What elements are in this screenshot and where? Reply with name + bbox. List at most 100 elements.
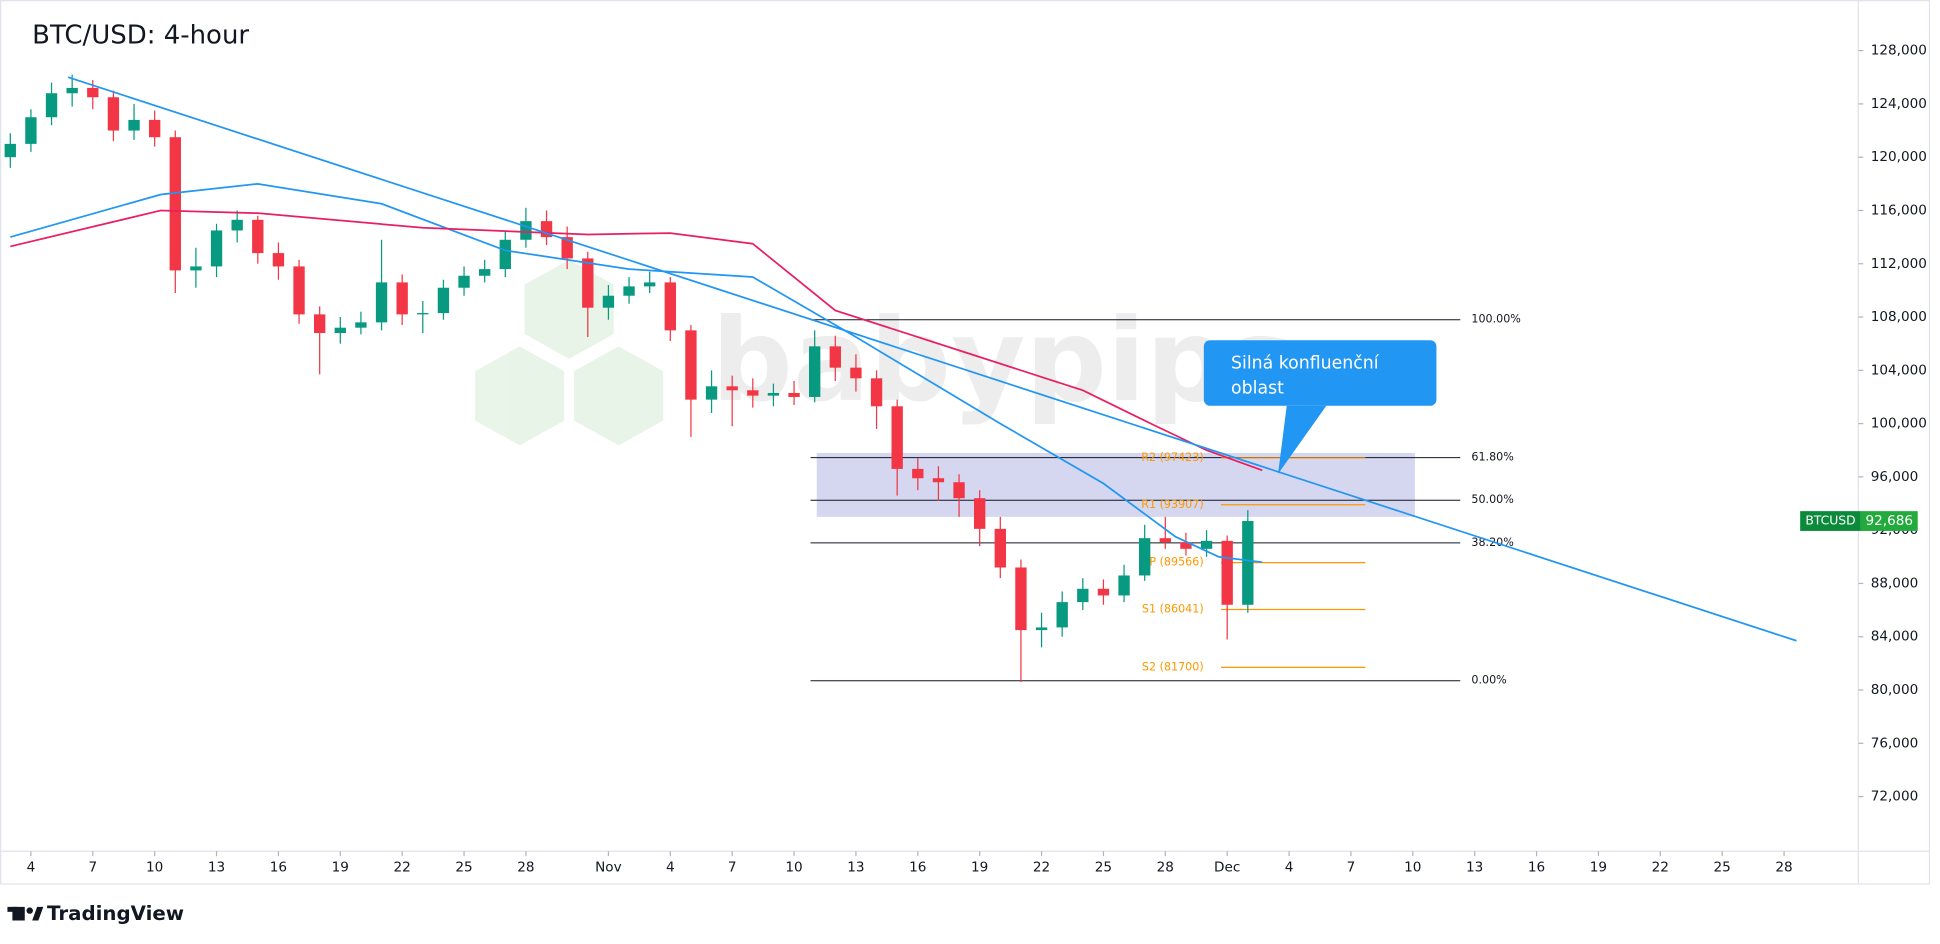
- x-tick-label: 4: [27, 859, 36, 875]
- x-tick-label: 4: [666, 859, 675, 875]
- y-tick-label: 128,000: [1871, 43, 1927, 59]
- pivot-label: S1 (86041): [1142, 603, 1204, 616]
- pivot-label: P (89566): [1149, 556, 1203, 569]
- chart-title: BTC/USD: 4-hour: [32, 20, 249, 50]
- candle-body: [479, 269, 491, 276]
- candle-body: [602, 295, 615, 308]
- price-tag-name: BTCUSD: [1805, 514, 1855, 528]
- fib-label: 100.00%: [1471, 313, 1521, 326]
- x-tick-label: 7: [1347, 859, 1356, 875]
- fib-label: 61.80%: [1471, 451, 1513, 464]
- price-tag-bg: [1860, 511, 1918, 531]
- candle-body: [4, 143, 16, 158]
- fib-label: 50.00%: [1471, 493, 1513, 506]
- price-tag-value: 92,686: [1865, 513, 1913, 529]
- candle-body: [148, 119, 161, 138]
- x-tick-label: 4: [1285, 859, 1294, 875]
- x-tick-label: 7: [728, 859, 737, 875]
- callout: Silná konfluenční oblast: [1203, 340, 1437, 474]
- candle-body: [520, 221, 532, 240]
- brand-mark: [32, 906, 44, 921]
- overlay-line: [67, 76, 1797, 642]
- pivot-label: S2 (81700): [1142, 660, 1204, 673]
- x-tick-label: 28: [517, 859, 534, 875]
- candle-body: [705, 386, 718, 400]
- candle-body: [829, 346, 841, 368]
- x-tick-label: 13: [1466, 859, 1483, 875]
- callout-pointer: [1278, 405, 1327, 474]
- x-tick-label: 13: [208, 859, 225, 875]
- candle-body: [1139, 538, 1151, 576]
- y-tick-label: 116,000: [1871, 202, 1927, 218]
- candle-body: [726, 386, 738, 391]
- y-tick-label: 120,000: [1871, 149, 1927, 165]
- candle-body: [788, 392, 800, 397]
- y-tick-label: 100,000: [1871, 416, 1927, 432]
- candle-body: [891, 406, 903, 469]
- x-tick-label: 7: [88, 859, 97, 875]
- candle-body: [87, 87, 99, 98]
- brand-mark: [26, 907, 33, 914]
- logo-hex: [475, 346, 565, 446]
- brand-text: TradingView: [47, 902, 184, 925]
- candle-body: [396, 282, 408, 315]
- candle-body: [1015, 567, 1027, 631]
- watermark-text: babypips: [711, 294, 1295, 427]
- x-tick-label: 28: [1157, 859, 1174, 875]
- y-tick-label: 96,000: [1871, 469, 1919, 485]
- x-tick-label: 10: [785, 859, 802, 875]
- candle-body: [107, 97, 120, 131]
- candle-body: [767, 392, 780, 396]
- candle-body: [582, 258, 594, 308]
- x-tick-label: 16: [909, 859, 926, 875]
- candle-body: [355, 322, 367, 328]
- candle-body: [334, 327, 346, 334]
- brand-mark: [7, 906, 18, 912]
- brand: TradingView: [7, 902, 184, 925]
- candle-body: [417, 313, 429, 315]
- fib-label: 0.00%: [1471, 674, 1506, 687]
- candle-body: [1035, 627, 1048, 631]
- candle-body: [45, 93, 58, 118]
- x-tick-label: Nov: [595, 859, 622, 875]
- candle-body: [458, 275, 470, 288]
- candle-body: [169, 137, 181, 271]
- candle-body: [1056, 602, 1068, 628]
- candle-body: [1097, 588, 1110, 596]
- callout-text: Silná konfluenční oblast: [1231, 353, 1379, 399]
- x-tick-label: 28: [1775, 859, 1792, 875]
- y-tick-label: 76,000: [1871, 735, 1919, 751]
- axis-layer: 72,00076,00080,00084,00088,00092,00096,0…: [0, 0, 1931, 884]
- x-tick-label: Dec: [1214, 859, 1240, 875]
- candle-body: [1118, 575, 1130, 596]
- candle-body: [252, 219, 264, 254]
- candle-body: [850, 367, 862, 379]
- candle-body: [1242, 521, 1254, 605]
- candle-body: [210, 230, 223, 267]
- x-tick-label: 25: [1095, 859, 1112, 875]
- candle-body: [974, 498, 986, 529]
- candle-body: [561, 237, 573, 259]
- lines-layer: [10, 76, 1797, 642]
- candle-body: [932, 478, 945, 483]
- x-tick-label: 25: [455, 859, 472, 875]
- candle-body: [747, 390, 759, 396]
- candle-body: [272, 253, 285, 267]
- candle-body: [685, 330, 697, 400]
- y-tick-label: 88,000: [1871, 575, 1919, 591]
- confluence-zone: [816, 452, 1415, 517]
- candle-body: [375, 282, 388, 323]
- x-tick-label: 16: [270, 859, 287, 875]
- y-tick-label: 80,000: [1871, 682, 1919, 698]
- x-tick-label: 22: [394, 859, 411, 875]
- x-tick-label: 13: [847, 859, 864, 875]
- candle-body: [293, 266, 305, 315]
- candle-body: [437, 287, 450, 314]
- price-tag-layer: BTCUSD 92,686: [1800, 511, 1918, 531]
- x-tick-label: 19: [971, 859, 988, 875]
- candles-layer: [4, 74, 1254, 683]
- candle-body: [1180, 542, 1192, 549]
- x-tick-label: 10: [1404, 859, 1421, 875]
